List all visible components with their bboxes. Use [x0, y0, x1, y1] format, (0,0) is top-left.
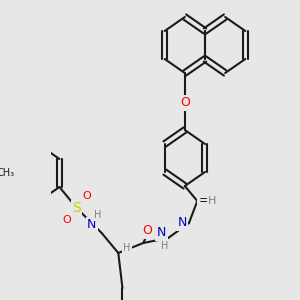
Text: O: O [180, 97, 190, 110]
Text: H: H [161, 241, 169, 251]
Text: S: S [72, 201, 81, 215]
Text: O: O [82, 191, 91, 201]
Text: H: H [208, 196, 217, 206]
Text: =: = [199, 194, 209, 208]
Text: H: H [94, 210, 101, 220]
Text: N: N [157, 226, 166, 239]
Text: N: N [178, 217, 187, 230]
Text: CH₃: CH₃ [0, 168, 15, 178]
Text: N: N [87, 218, 96, 232]
Text: H: H [123, 243, 130, 253]
Text: O: O [62, 215, 71, 225]
Text: O: O [142, 224, 152, 238]
